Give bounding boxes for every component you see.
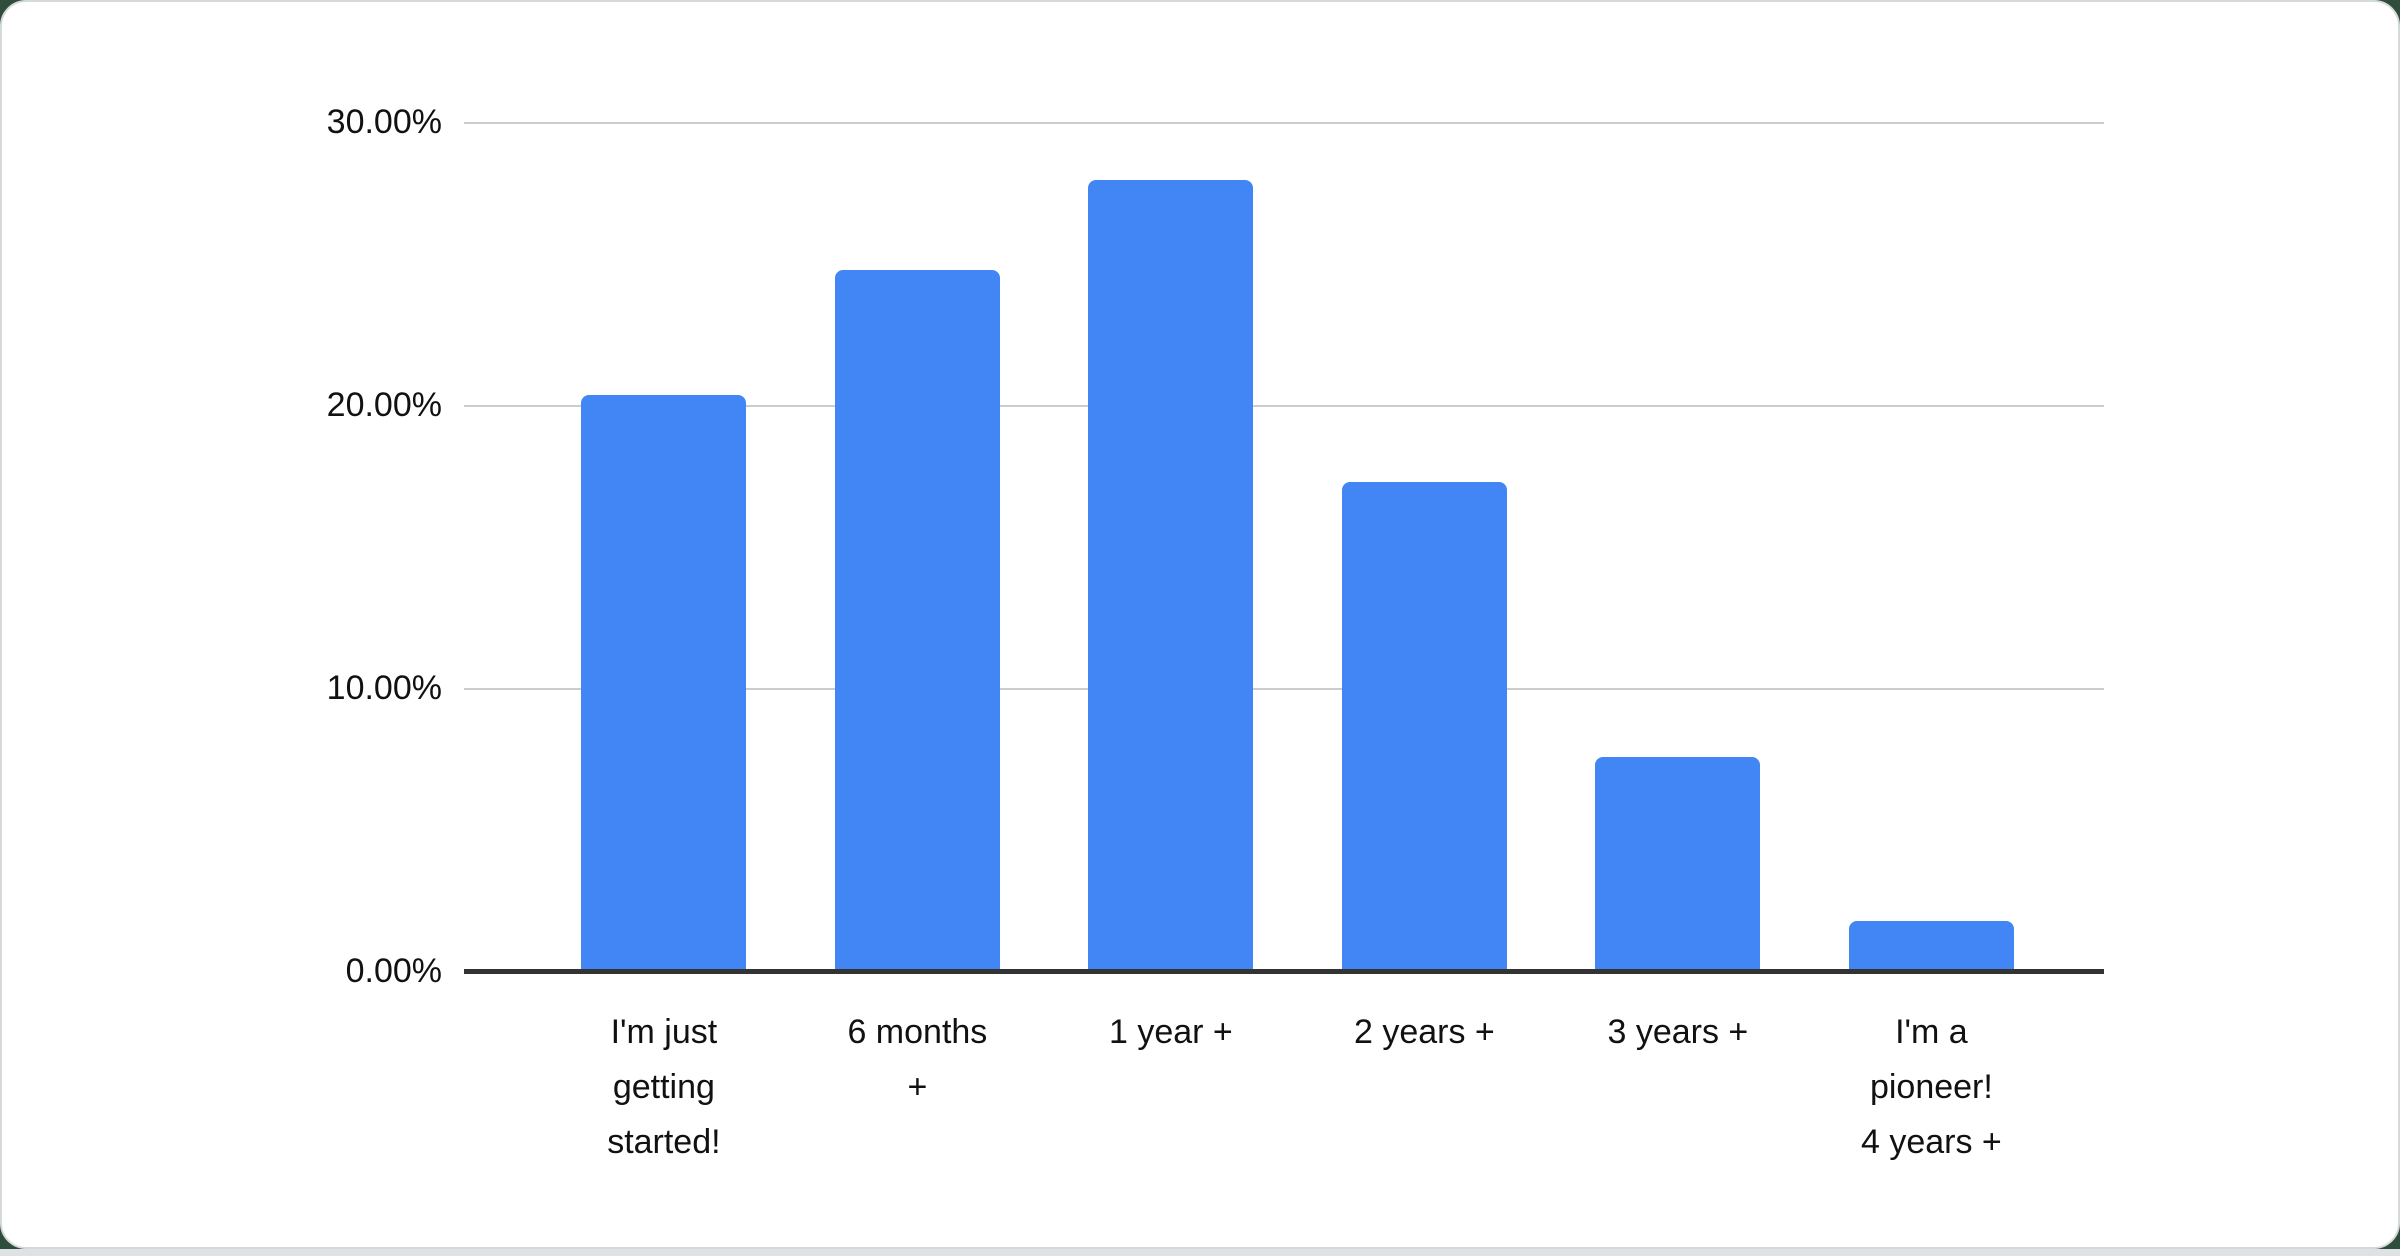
gridline xyxy=(464,405,2104,407)
chart-bar-1[interactable] xyxy=(581,394,747,972)
y-axis-tick-label: 20.00% xyxy=(326,386,442,424)
x-axis-category-label: 1 year + xyxy=(1108,1013,1233,1051)
y-axis-tick-label: 10.00% xyxy=(326,669,442,707)
y-axis-tick-label: 30.00% xyxy=(326,103,442,141)
x-axis-category-label: 3 years + xyxy=(1607,1013,1749,1051)
page-bottom-strip xyxy=(0,1249,2400,1256)
chart-bar-6[interactable] xyxy=(1848,921,2014,972)
x-axis-baseline xyxy=(464,969,2104,974)
chart-bar-3[interactable] xyxy=(1088,179,1254,972)
gridline xyxy=(464,122,2104,124)
gridline xyxy=(464,688,2104,690)
y-axis-tick-label: 0.00% xyxy=(345,952,442,990)
x-axis-category-label: 6 months + xyxy=(847,1013,988,1106)
chart-bar-4[interactable] xyxy=(1341,482,1507,972)
chart-bar-2[interactable] xyxy=(834,270,1000,972)
x-axis-category-label: 2 years + xyxy=(1353,1013,1495,1051)
chart-bar-5[interactable] xyxy=(1595,756,1761,972)
x-axis-category-label: I'm just getting started! xyxy=(607,1013,721,1161)
x-axis-category-label: I'm a pioneer! 4 years + xyxy=(1860,1013,2002,1161)
